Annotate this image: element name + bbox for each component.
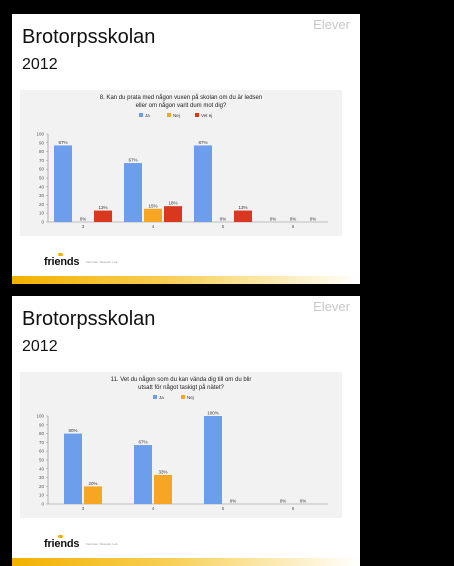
data-label: 0% [300,499,307,504]
legend-swatch [139,113,143,117]
bar [144,208,162,222]
chart-title-line: 11. Vet du någon som du kan vända dig ti… [111,376,252,383]
x-tick-label: 4 [152,506,155,511]
friends-logo: friends [44,253,80,268]
bar [234,210,252,222]
x-tick-label: 3 [82,224,85,229]
x-tick-label: 4 [152,224,155,229]
y-tick-label: 0 [41,502,44,507]
chart-panel: 8. Kan du prata med någon vuxen på skola… [20,90,342,236]
y-tick-label: 70 [39,440,45,445]
bar [94,210,112,222]
slide-title: Brotorpsskolan [22,26,156,48]
bar [194,145,212,222]
chart-panel: 11. Vet du någon som du kan vända dig ti… [20,372,342,518]
chart-title-line: 8. Kan du prata med någon vuxen på skola… [100,94,262,101]
data-label: 100% [207,411,219,416]
data-label: 33% [158,469,167,474]
slide-1: Elever Brotorpsskolan 2012 8. Kan du pra… [12,14,360,284]
bar [204,416,222,504]
slide-label: Elever [313,299,350,314]
y-tick-label: 50 [39,458,45,463]
data-label: 0% [310,217,317,222]
y-tick-label: 20 [39,202,45,207]
y-tick-label: 40 [39,184,45,189]
slide-2: Elever Brotorpsskolan 2012 11. Vet du nå… [12,296,360,566]
legend-swatch [181,395,185,399]
data-label: 80% [68,428,77,433]
data-label: 13% [238,205,247,210]
data-label: 87% [198,140,207,145]
footer-gradient-bar [12,276,360,284]
y-tick-label: 90 [39,422,45,427]
bar-chart: 11. Vet du någon som du kan vända dig ti… [36,376,328,511]
data-label: 0% [230,499,237,504]
y-tick-label: 30 [39,475,45,480]
data-label: 18% [168,201,177,206]
y-tick-label: 10 [39,211,45,216]
data-label: 0% [290,217,297,222]
bar [54,145,72,222]
chart-title-line: eller om någon varit dum mot dig? [136,102,227,109]
bar [134,445,152,504]
legend-label: Nej [173,113,180,118]
data-label: 13% [98,205,107,210]
bar [64,433,82,504]
legend-swatch [167,113,171,117]
y-tick-label: 100 [36,414,44,419]
data-label: 0% [220,217,227,222]
y-tick-label: 60 [39,167,45,172]
slide-year: 2012 [22,338,58,355]
bar [124,163,142,222]
x-tick-label: 5 [222,224,225,229]
y-tick-label: 80 [39,149,45,154]
x-tick-label: 6 [292,224,295,229]
y-tick-label: 70 [39,158,45,163]
slide-year: 2012 [22,56,58,73]
x-tick-label: 6 [292,506,295,511]
y-tick-label: 50 [39,176,45,181]
chart-title-line: utsatt för något taskigt på nätet? [138,384,224,391]
bar [164,206,182,222]
y-tick-label: 0 [41,220,44,225]
bar [154,474,172,504]
y-tick-label: 30 [39,193,45,198]
data-label: 0% [270,217,277,222]
y-tick-label: 90 [39,140,45,145]
legend-label: Vet ej [201,113,212,118]
data-label: 67% [138,440,147,445]
logo-tagline: Kamrater. Respekt. Lek. [86,260,119,264]
data-label: 87% [58,140,67,145]
y-tick-label: 40 [39,466,45,471]
y-tick-label: 80 [39,431,45,436]
y-tick-label: 100 [36,132,44,137]
data-label: 15% [148,203,157,208]
legend-label: Ja [145,113,150,118]
x-tick-label: 3 [82,506,85,511]
legend-swatch [195,113,199,117]
legend-label: Nej [187,395,194,400]
footer-gradient-bar [12,558,360,566]
y-tick-label: 20 [39,484,45,489]
legend-label: Ja [159,395,164,400]
bar [84,486,102,504]
friends-logo: friends [44,535,80,550]
x-tick-label: 5 [222,506,225,511]
y-tick-label: 60 [39,449,45,454]
slide-label: Elever [313,17,350,32]
data-label: 20% [88,481,97,486]
data-label: 67% [128,158,137,163]
bar-chart: 8. Kan du prata med någon vuxen på skola… [36,94,328,229]
logo-tagline: Kamrater. Respekt. Lek. [86,542,119,546]
data-label: 0% [280,499,287,504]
y-tick-label: 10 [39,493,45,498]
data-label: 0% [80,217,87,222]
slide-title: Brotorpsskolan [22,308,156,330]
legend-swatch [153,395,157,399]
